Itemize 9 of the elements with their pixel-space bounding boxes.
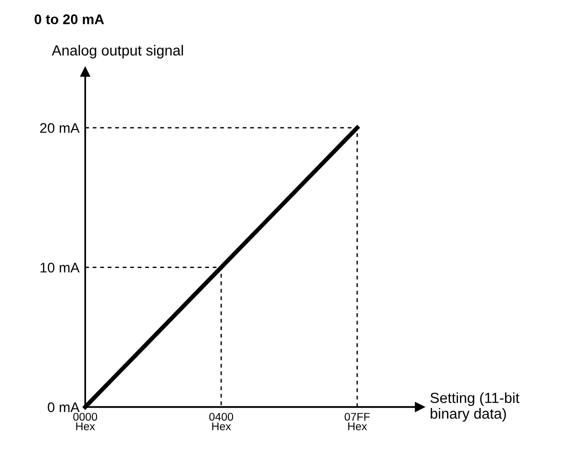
y-tick-label: 20 mA	[40, 123, 80, 133]
y-tick-label: 0 mA	[48, 402, 80, 412]
x-tick-label: 0400 Hex	[209, 412, 234, 430]
chart-title: 0 to 20 mA	[34, 14, 104, 24]
x-tick-label: 07FF Hex	[344, 412, 370, 430]
y-axis-title: Analog output signal	[52, 44, 183, 58]
x-axis-title: Setting (11-bit binary data)	[430, 392, 520, 422]
y-tick-label: 10 mA	[40, 262, 80, 273]
x-tick-label: 0000 Hex	[73, 412, 98, 430]
